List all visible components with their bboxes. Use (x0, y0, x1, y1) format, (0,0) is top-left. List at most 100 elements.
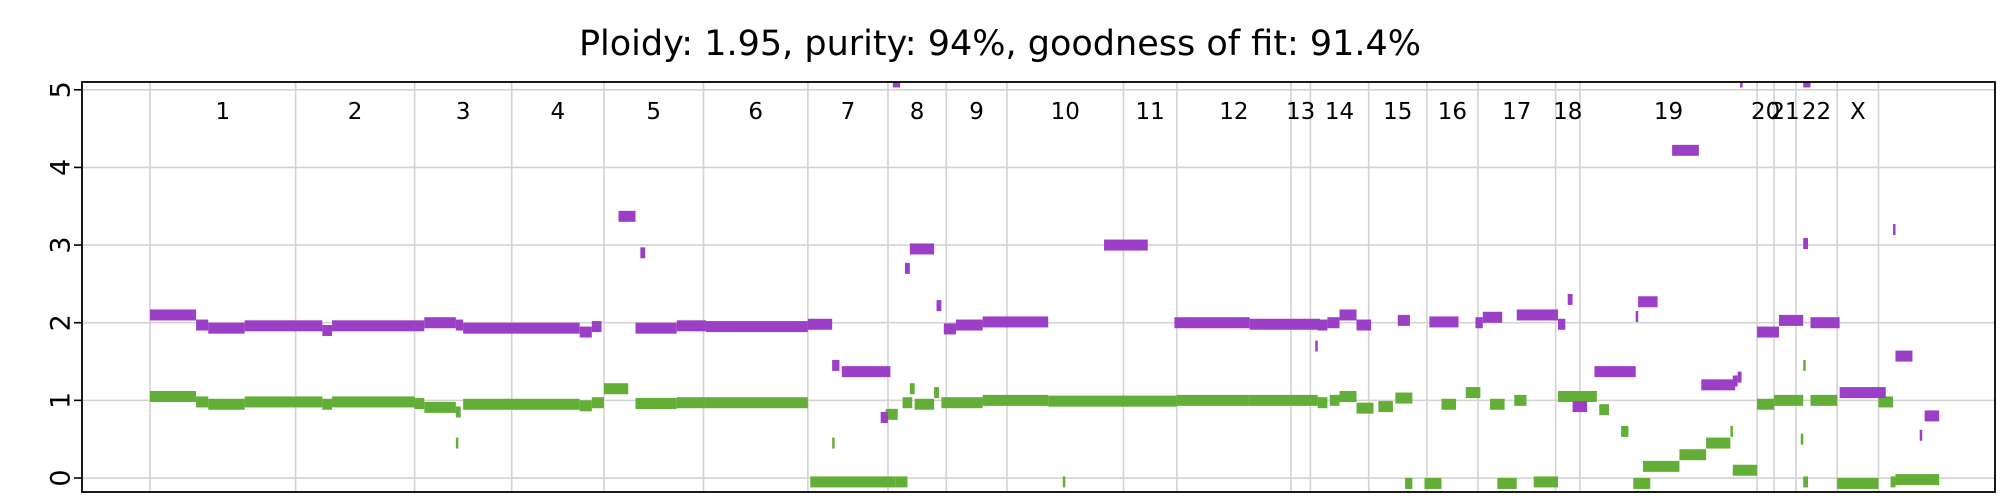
minor-cn-segment (810, 476, 896, 488)
minor-cn-segment (1757, 398, 1775, 410)
minor-cn-segment (1424, 477, 1442, 489)
major-cn-segment (1635, 311, 1639, 323)
chromosome-label: 7 (841, 99, 856, 125)
major-cn-segment (1315, 340, 1318, 352)
minor-cn-segment (455, 406, 461, 418)
minor-cn-segment (1441, 398, 1457, 410)
major-cn-segment (1725, 379, 1736, 391)
major-cn-segment (1482, 311, 1503, 323)
major-cn-segment (1317, 319, 1328, 331)
major-cn-segment (1249, 318, 1321, 330)
major-cn-segment (1339, 309, 1357, 321)
minor-cn-segment (1803, 476, 1809, 488)
plot-frame (81, 81, 1996, 493)
minor-cn-segment (902, 397, 913, 409)
minor-cn-segment (1062, 476, 1066, 488)
grid (82, 82, 1995, 492)
minor-cn-segment (941, 397, 983, 409)
minor-cn-segment (1329, 394, 1340, 406)
major-cn-segment (841, 366, 891, 378)
major-cn-segment (1638, 296, 1658, 308)
minor-cn-segment (1405, 477, 1413, 489)
major-cn-segment (455, 319, 464, 331)
chromosome-label: 8 (910, 99, 925, 125)
major-cn-segment (1895, 350, 1913, 362)
minor-cn-segment (1621, 425, 1629, 437)
major-cn-segment (1803, 82, 1811, 88)
minor-cn-segment (1774, 394, 1804, 406)
major-cn-segment (1327, 317, 1340, 329)
major-cn-segment (1757, 326, 1779, 338)
y-tick-label: 5 (45, 81, 76, 98)
major-cn-segment (635, 322, 677, 334)
major-cn-segment (1810, 317, 1840, 329)
major-cn-segment (1924, 410, 1940, 422)
minor-cn-segment (463, 398, 580, 410)
major-cn-segment (1803, 238, 1809, 250)
minor-cn-segment (1800, 433, 1804, 445)
major-cn-segment (1893, 224, 1896, 236)
chromosome-label: 15 (1383, 99, 1412, 125)
minor-cn-segment (1810, 394, 1838, 406)
minor-cn-segment (603, 383, 629, 395)
minor-cn-segment (579, 400, 592, 412)
y-axis: 0 1 2 3 4 5 (45, 81, 82, 487)
major-cn-segment (414, 320, 425, 332)
major-cn-segment (1174, 317, 1250, 329)
major-cn-segment (1356, 319, 1372, 331)
minor-cn-segment (1395, 392, 1413, 404)
chromosome-label: 9 (969, 99, 984, 125)
major-cn-segment (904, 262, 910, 274)
chromosome-label: 3 (456, 99, 471, 125)
minor-cn-segment (1878, 396, 1894, 408)
minor-cn-segment (196, 396, 209, 408)
minor-cn-segment (705, 397, 808, 409)
major-cn-segment (591, 321, 602, 333)
major-cn-segment (1778, 314, 1804, 326)
major-cn-segment (832, 359, 840, 371)
major-cn-segment (1572, 401, 1588, 413)
major-cn-segment (705, 321, 808, 333)
major-cn-segment (1558, 318, 1566, 330)
minor-cn-segment (1317, 397, 1328, 409)
major-cn-segment (332, 320, 415, 332)
chromosome-label: 14 (1325, 99, 1354, 125)
major-cn-segment (1516, 309, 1559, 321)
minor-cn-segment (895, 476, 908, 488)
major-cn-segment (1429, 316, 1459, 328)
minor-cn-segment (934, 387, 939, 399)
minor-cn-segment (1249, 394, 1318, 406)
chromosome-label: 19 (1654, 99, 1683, 125)
minor-cn-segment (1599, 404, 1610, 416)
minor-cn-segment (1176, 394, 1250, 406)
chromosome-label: 12 (1219, 99, 1248, 125)
major-cn-segment (1919, 429, 1923, 441)
chromosome-label: X (1850, 99, 1866, 125)
chromosome-label: 13 (1286, 99, 1315, 125)
major-cn-segment (640, 247, 646, 259)
major-cn-segment (1567, 293, 1573, 305)
major-cn-segment (807, 318, 833, 330)
major-cn-segment (1104, 239, 1148, 251)
minor-cn-segment (914, 398, 935, 410)
minor-cn-segment (885, 408, 898, 420)
chromosome-label: 17 (1502, 99, 1531, 125)
major-cn-segment (618, 210, 636, 222)
major-cn-segment (880, 411, 888, 423)
major-cn-segment (244, 320, 323, 332)
major-cn-segment (322, 324, 333, 336)
minor-cn-segment (322, 398, 333, 410)
minor-cn-segment (909, 383, 915, 395)
minor-cn-segment (1837, 477, 1879, 489)
series-major (149, 82, 1940, 441)
minor-cn-segment (1048, 395, 1177, 407)
chromosome-label: 10 (1051, 99, 1080, 125)
major-cn-segment (1740, 82, 1743, 88)
chart-title: Ploidy: 1.95, purity: 94%, goodness of f… (579, 24, 1421, 64)
minor-cn-segment (591, 397, 604, 409)
minor-cn-segment (832, 437, 835, 449)
y-tick-label: 3 (45, 236, 76, 253)
y-tick-label: 2 (45, 314, 76, 331)
major-cn-segment (892, 82, 901, 88)
chromosome-label: 20 (1751, 99, 1780, 125)
